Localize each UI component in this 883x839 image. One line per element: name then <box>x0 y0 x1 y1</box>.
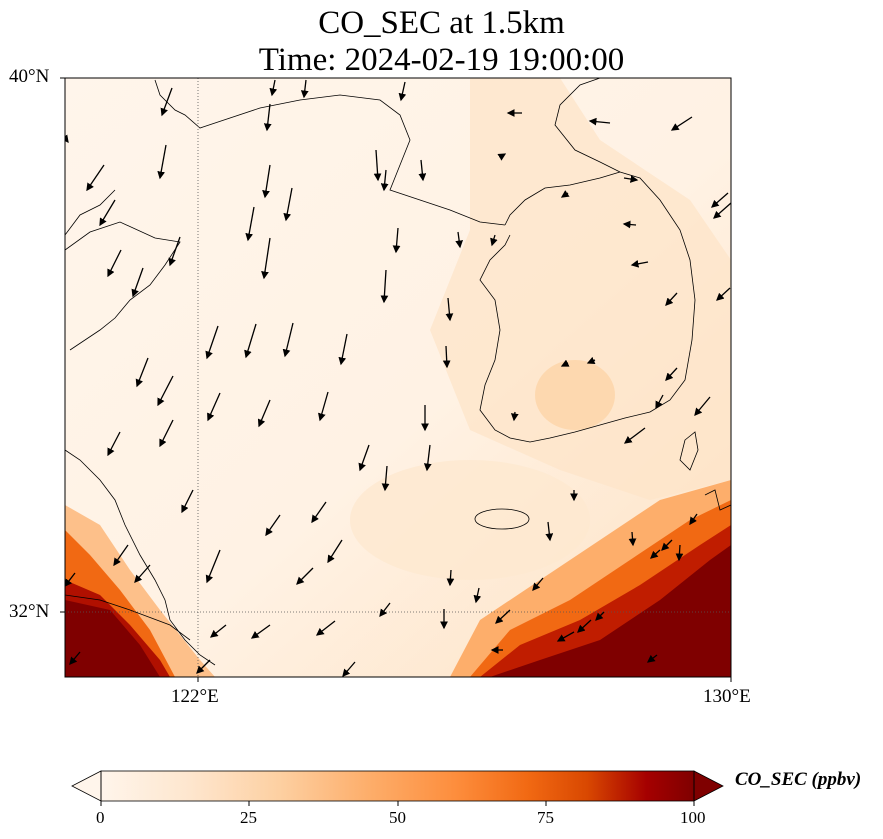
map-frame <box>64 77 732 678</box>
colorbar-label: CO_SEC (ppbv) <box>735 769 862 790</box>
lon-label-130e: 130°E <box>703 686 751 707</box>
lat-label-40n: 40°N <box>9 66 50 87</box>
map-title: CO_SEC at 1.5km <box>318 5 565 41</box>
colorbar <box>71 770 724 806</box>
colorbar-tick-50: 50 <box>389 808 406 827</box>
lat-label-32n: 32°N <box>9 601 50 622</box>
coastlines <box>65 78 731 666</box>
map-time: Time: 2024-02-19 19:00:00 <box>258 42 625 78</box>
colorbar-tick-75: 75 <box>537 808 554 827</box>
colorbar-tick-0: 0 <box>96 808 105 827</box>
lon-label-122e: 122°E <box>171 686 219 707</box>
colorbar-tick-25: 25 <box>240 808 257 827</box>
colorbar-tick-100: 100 <box>680 808 706 827</box>
wind-vectors <box>65 79 731 677</box>
concentration-field <box>65 78 731 677</box>
